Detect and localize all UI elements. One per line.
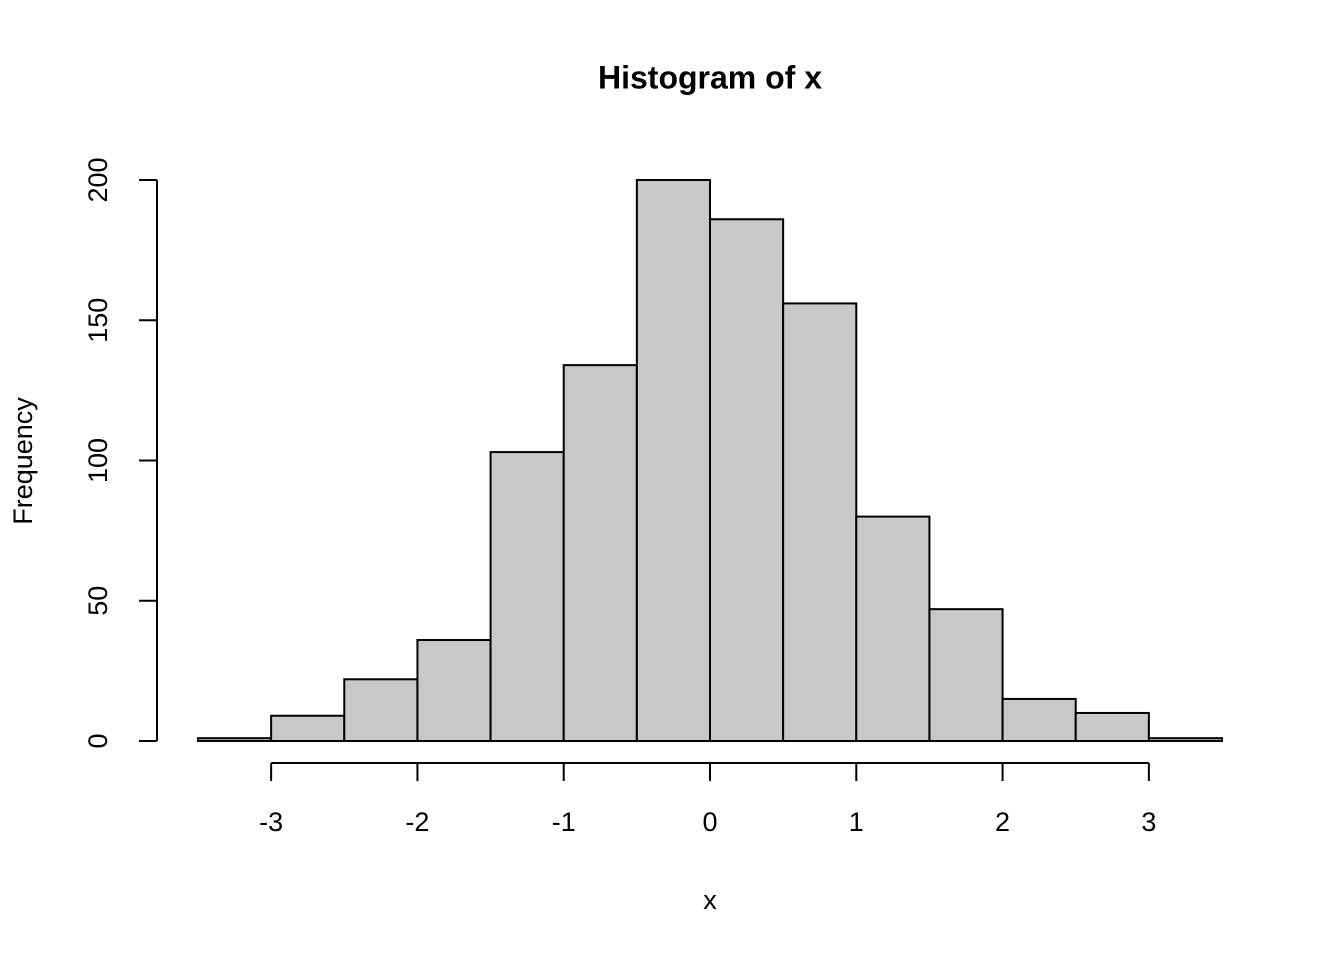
x-axis-label: x: [703, 885, 717, 915]
y-tick-label: 0: [83, 733, 113, 748]
bar: [709, 218, 785, 742]
x-tick-label: 0: [702, 807, 717, 837]
y-axis-label: Frequency: [8, 397, 38, 525]
y-tick-label: 200: [83, 157, 113, 202]
bar: [928, 608, 1004, 742]
x-tick-label: -1: [552, 807, 576, 837]
chart-title: Histogram of x: [598, 59, 822, 95]
x-tick-label: 3: [1141, 807, 1156, 837]
x-tick-label: -2: [405, 807, 429, 837]
y-tick-label: 50: [83, 586, 113, 616]
bar: [270, 714, 346, 743]
bar: [1001, 697, 1077, 742]
bar: [343, 678, 419, 742]
bar: [1147, 737, 1224, 743]
bar: [1074, 711, 1150, 743]
y-tick-label: 150: [83, 298, 113, 343]
bar: [782, 302, 858, 742]
x-tick-label: 1: [849, 807, 864, 837]
bar: [489, 451, 565, 742]
bar: [635, 179, 711, 742]
bar: [562, 364, 638, 742]
x-tick-label: 2: [995, 807, 1010, 837]
bar: [197, 737, 273, 743]
x-tick-label: -3: [259, 807, 283, 837]
bar: [855, 515, 931, 742]
bar: [416, 639, 492, 743]
y-tick-label: 100: [83, 438, 113, 483]
